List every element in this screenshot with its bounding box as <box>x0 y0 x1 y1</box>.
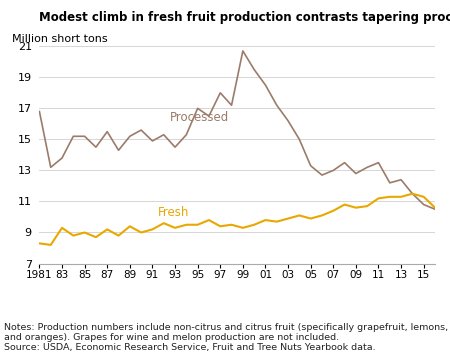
Text: Processed: Processed <box>169 111 229 124</box>
Text: Notes: Production numbers include non-citrus and citrus fruit (specifically grap: Notes: Production numbers include non-ci… <box>4 323 449 352</box>
Text: Modest climb in fresh fruit production contrasts tapering processed market: Modest climb in fresh fruit production c… <box>40 11 450 24</box>
Text: Fresh: Fresh <box>158 206 189 219</box>
Text: Million short tons: Million short tons <box>12 34 108 44</box>
